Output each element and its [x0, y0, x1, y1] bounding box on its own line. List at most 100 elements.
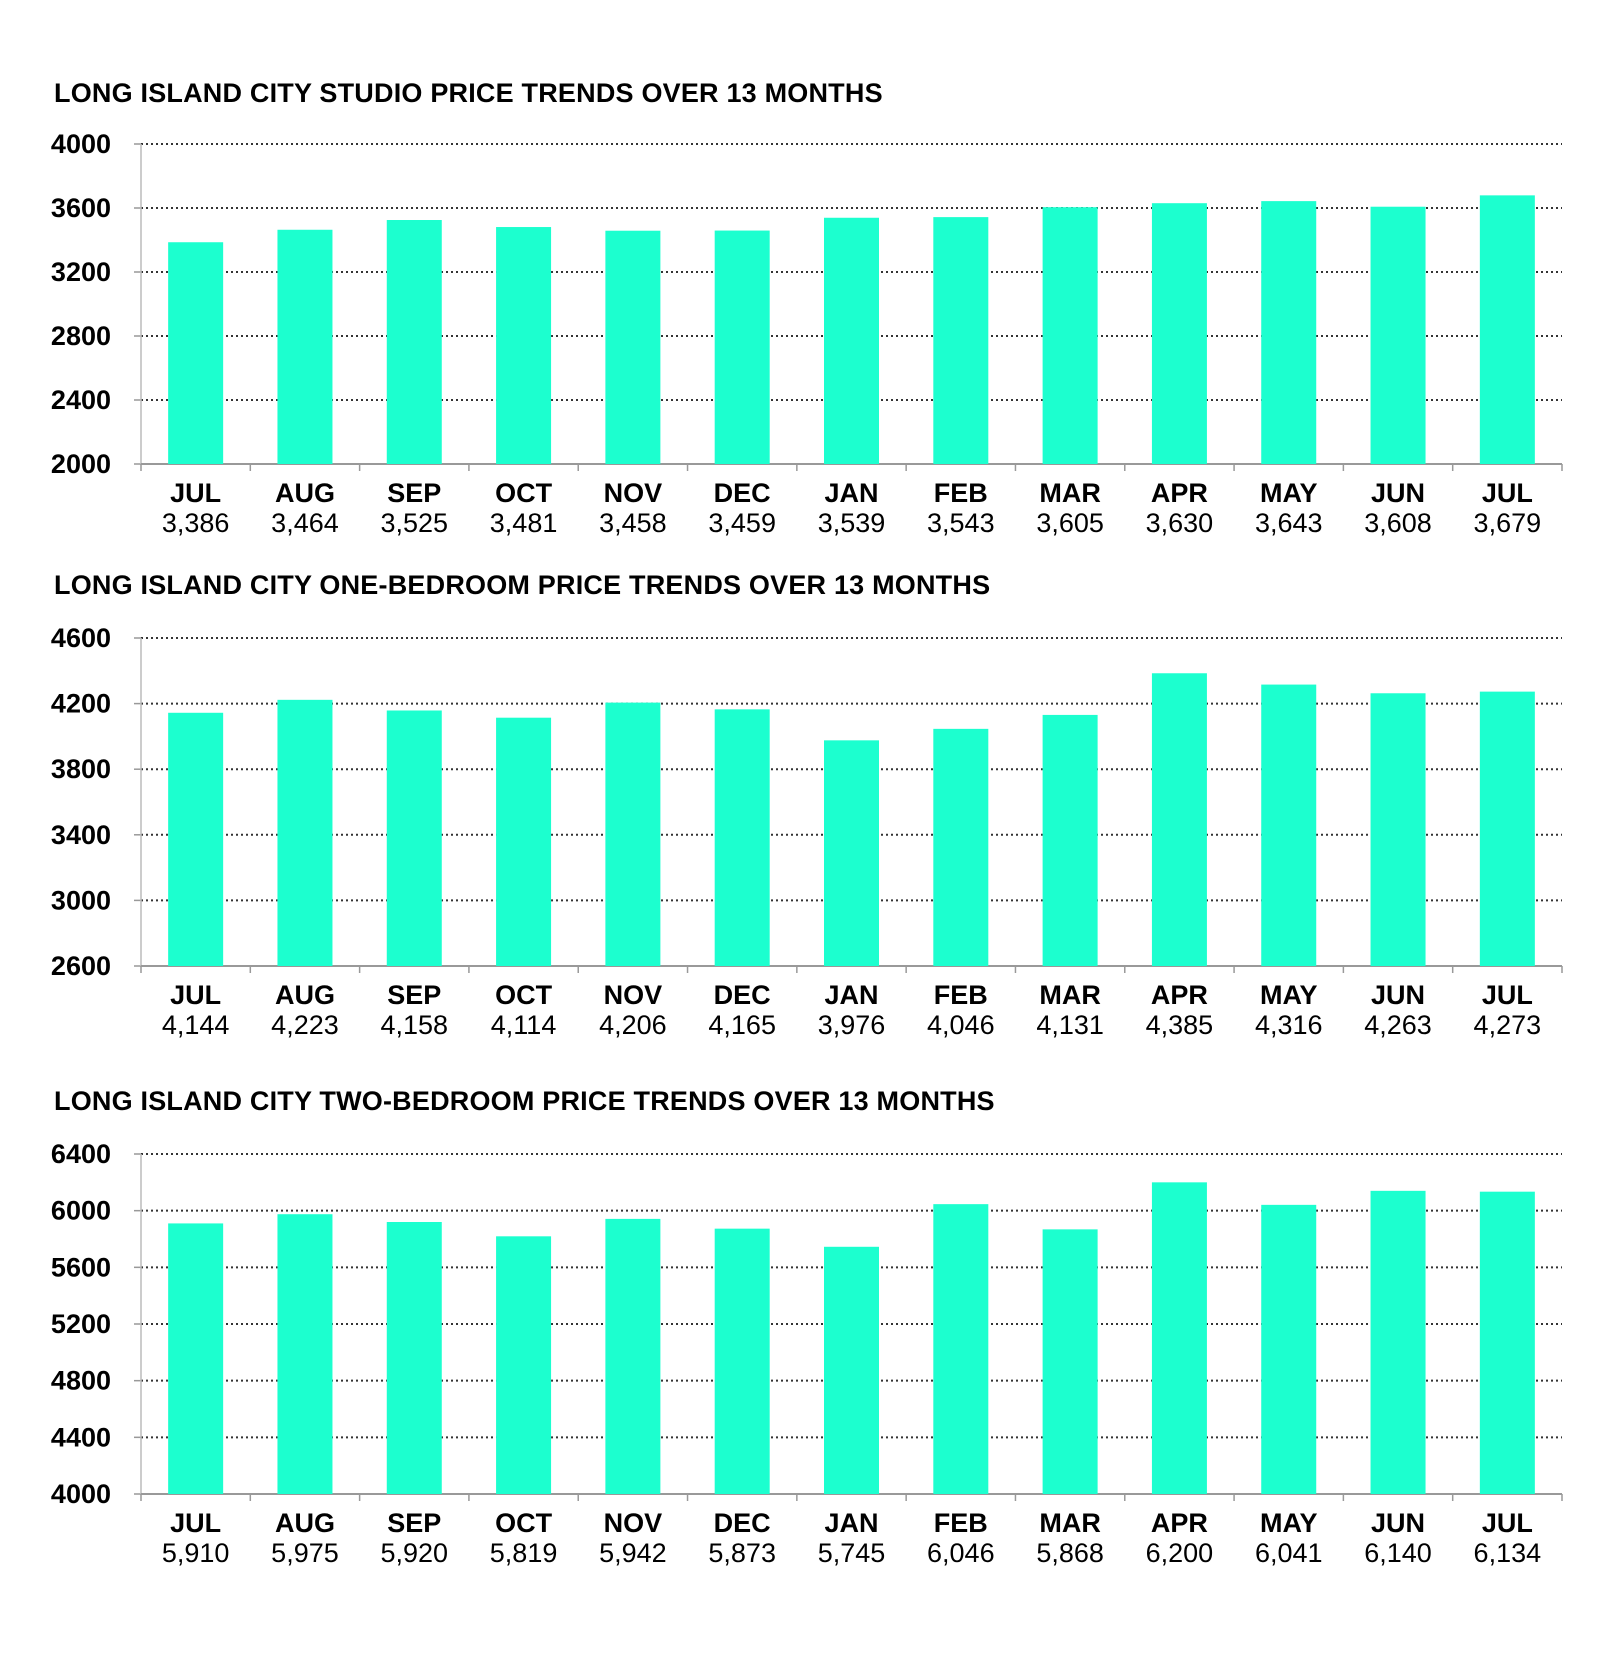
one-bedroom-data-label: 4,316 [1255, 1010, 1323, 1040]
two-bedroom-y-tick-label: 5600 [51, 1252, 111, 1282]
two-bedroom-x-category-label: JUL [1482, 1508, 1533, 1538]
one-bedroom-chart-title: LONG ISLAND CITY ONE-BEDROOM PRICE TREND… [54, 570, 991, 600]
two-bedroom-data-label: 5,942 [599, 1538, 667, 1568]
one-bedroom-x-category-label: JUN [1371, 980, 1425, 1010]
two-bedroom-data-label: 5,910 [162, 1538, 230, 1568]
one-bedroom-bar [714, 709, 770, 966]
studio-data-label: 3,464 [271, 508, 339, 538]
studio-data-label: 3,543 [927, 508, 995, 538]
two-bedroom-bar [824, 1246, 879, 1494]
one-bedroom-price-bar-chart: 260030003400380042004600JUL4,144AUG4,223… [51, 623, 1563, 1040]
studio-bar [1042, 207, 1098, 464]
two-bedroom-bar [605, 1218, 661, 1494]
one-bedroom-y-tick-label: 3400 [51, 820, 111, 850]
studio-data-label: 3,605 [1036, 508, 1104, 538]
one-bedroom-data-label: 4,223 [271, 1010, 339, 1040]
studio-y-tick-label: 3200 [51, 257, 111, 287]
studio-x-category-label: APR [1151, 478, 1208, 508]
studio-data-label: 3,539 [818, 508, 886, 538]
one-bedroom-bar [605, 702, 661, 966]
one-bedroom-x-category-label: JUL [1482, 980, 1533, 1010]
two-bedroom-data-label: 5,868 [1036, 1538, 1104, 1568]
one-bedroom-x-category-label: JAN [824, 980, 878, 1010]
studio-bar [933, 217, 989, 464]
studio-bar [1261, 201, 1317, 464]
two-bedroom-bar [386, 1222, 442, 1494]
studio-bar [386, 220, 442, 464]
two-bedroom-data-label: 5,920 [380, 1538, 448, 1568]
one-bedroom-x-category-label: FEB [934, 980, 988, 1010]
two-bedroom-bar [1261, 1204, 1317, 1494]
studio-bar [1151, 203, 1207, 464]
two-bedroom-bar [714, 1228, 770, 1494]
studio-price-bar-chart: 200024002800320036004000JUL3,386AUG3,464… [51, 129, 1563, 538]
one-bedroom-bar [168, 712, 224, 966]
two-bedroom-data-label: 5,745 [818, 1538, 886, 1568]
studio-data-label: 3,481 [490, 508, 558, 538]
studio-data-label: 3,459 [708, 508, 776, 538]
studio-y-tick-label: 4000 [51, 129, 111, 159]
two-bedroom-data-label: 6,046 [927, 1538, 995, 1568]
two-bedroom-bar [1479, 1191, 1535, 1494]
studio-y-tick-label: 2400 [51, 385, 111, 415]
studio-bar [277, 229, 333, 464]
one-bedroom-y-tick-label: 4600 [51, 623, 111, 653]
two-bedroom-x-category-label: SEP [387, 1508, 441, 1538]
one-bedroom-data-label: 4,385 [1146, 1010, 1214, 1040]
one-bedroom-y-tick-label: 3800 [51, 754, 111, 784]
two-bedroom-bar [1151, 1182, 1207, 1494]
one-bedroom-bar [1479, 691, 1535, 966]
two-bedroom-bar [168, 1223, 224, 1494]
studio-bar [714, 230, 770, 464]
one-bedroom-bar [824, 740, 879, 966]
two-bedroom-x-category-label: JAN [824, 1508, 878, 1538]
two-bedroom-data-label: 6,140 [1364, 1538, 1432, 1568]
one-bedroom-x-category-label: NOV [604, 980, 663, 1010]
studio-chart-title: LONG ISLAND CITY STUDIO PRICE TRENDS OVE… [54, 78, 883, 108]
two-bedroom-x-category-label: JUL [170, 1508, 221, 1538]
one-bedroom-y-tick-label: 4200 [51, 689, 111, 719]
studio-data-label: 3,608 [1364, 508, 1432, 538]
studio-bar [605, 230, 661, 464]
one-bedroom-data-label: 3,976 [818, 1010, 886, 1040]
one-bedroom-x-category-label: DEC [714, 980, 771, 1010]
studio-bar [168, 242, 224, 464]
one-bedroom-x-category-label: AUG [275, 980, 335, 1010]
two-bedroom-y-tick-label: 6400 [51, 1139, 111, 1169]
two-bedroom-x-category-label: MAY [1260, 1508, 1318, 1538]
two-bedroom-data-label: 6,134 [1474, 1538, 1542, 1568]
studio-x-category-label: SEP [387, 478, 441, 508]
studio-data-label: 3,643 [1255, 508, 1323, 538]
two-bedroom-y-tick-label: 5200 [51, 1309, 111, 1339]
studio-data-label: 3,525 [380, 508, 448, 538]
two-bedroom-x-category-label: AUG [275, 1508, 335, 1538]
two-bedroom-chart-title: LONG ISLAND CITY TWO-BEDROOM PRICE TREND… [54, 1086, 995, 1116]
one-bedroom-bar [277, 699, 333, 966]
studio-x-category-label: MAR [1039, 478, 1101, 508]
one-bedroom-bar [1370, 693, 1426, 966]
two-bedroom-y-tick-label: 4800 [51, 1366, 111, 1396]
studio-bar [496, 227, 552, 464]
two-bedroom-data-label: 5,975 [271, 1538, 339, 1568]
one-bedroom-data-label: 4,131 [1036, 1010, 1104, 1040]
two-bedroom-data-label: 6,200 [1146, 1538, 1214, 1568]
one-bedroom-x-category-label: MAY [1260, 980, 1318, 1010]
studio-x-category-label: AUG [275, 478, 335, 508]
one-bedroom-data-label: 4,046 [927, 1010, 995, 1040]
one-bedroom-bar [1042, 714, 1098, 966]
one-bedroom-x-category-label: JUL [170, 980, 221, 1010]
studio-y-tick-label: 2000 [51, 449, 111, 479]
two-bedroom-x-category-label: NOV [604, 1508, 663, 1538]
one-bedroom-bar [496, 717, 552, 966]
studio-bar [824, 217, 879, 464]
two-bedroom-data-label: 5,819 [490, 1538, 558, 1568]
one-bedroom-data-label: 4,144 [162, 1010, 230, 1040]
studio-y-tick-label: 3600 [51, 193, 111, 223]
one-bedroom-bar [386, 710, 442, 966]
studio-data-label: 3,679 [1474, 508, 1542, 538]
two-bedroom-data-label: 5,873 [708, 1538, 776, 1568]
studio-x-category-label: NOV [604, 478, 663, 508]
studio-x-category-label: JUN [1371, 478, 1425, 508]
one-bedroom-data-label: 4,158 [380, 1010, 448, 1040]
two-bedroom-bar [933, 1204, 989, 1494]
